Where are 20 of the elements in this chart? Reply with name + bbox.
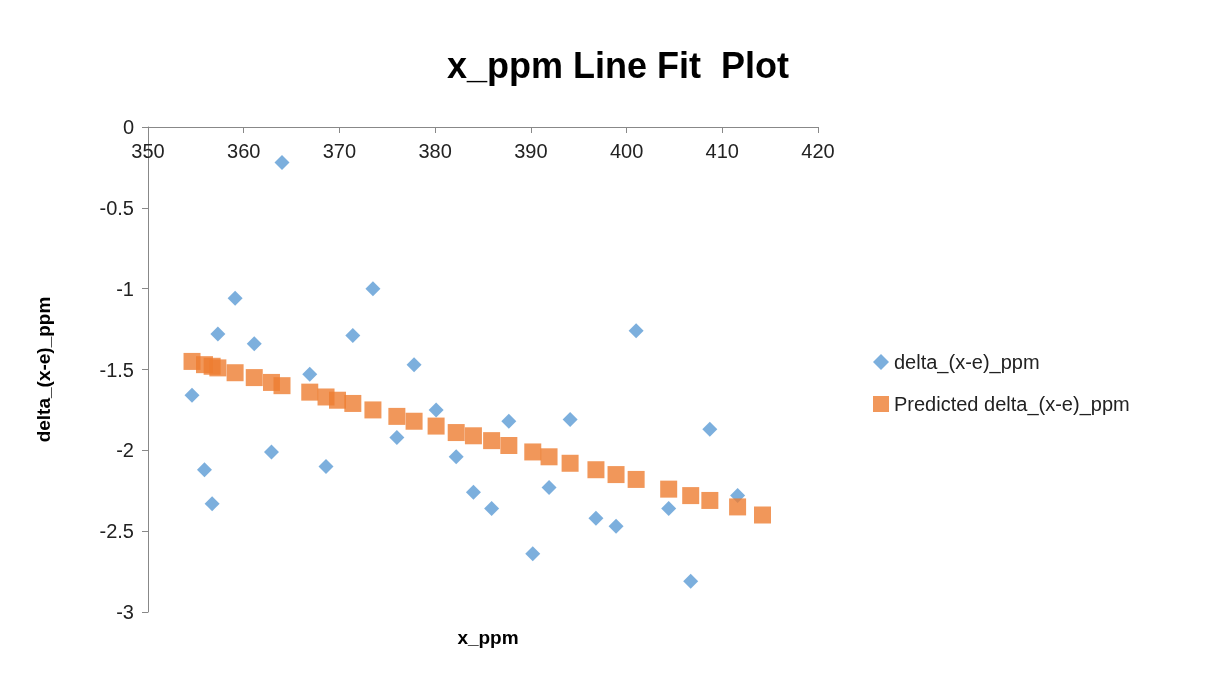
legend-label: Predicted delta_(x-e)_ppm bbox=[894, 393, 1130, 416]
x-tick-label: 370 bbox=[322, 140, 357, 162]
x-tick-label: 390 bbox=[514, 140, 548, 162]
y-tick-label: -0.5 bbox=[99, 196, 134, 219]
x-axis-title: x_ppm bbox=[457, 627, 519, 648]
y-tick-label: -1.5 bbox=[99, 358, 134, 381]
x-tick-label: 420 bbox=[801, 140, 835, 162]
legend-label: delta_(x-e)_ppm bbox=[894, 351, 1040, 374]
y-tick-label: -3 bbox=[116, 601, 134, 623]
x-tick-label: 410 bbox=[705, 140, 739, 162]
y-axis-title: delta_(x-e)_ppm bbox=[33, 296, 54, 443]
x-tick-label: 380 bbox=[418, 140, 452, 162]
x-tick-label: 400 bbox=[609, 140, 644, 162]
y-tick-label: -2 bbox=[116, 439, 134, 462]
y-tick-label: -1 bbox=[116, 277, 134, 300]
y-tick-label: 0 bbox=[122, 116, 134, 138]
y-tick-label: -2.5 bbox=[99, 520, 134, 543]
x-tick-label: 350 bbox=[131, 140, 165, 162]
x-tick-label: 360 bbox=[227, 140, 261, 162]
chart-title: x_ppm Line Fit Plot bbox=[446, 44, 790, 86]
